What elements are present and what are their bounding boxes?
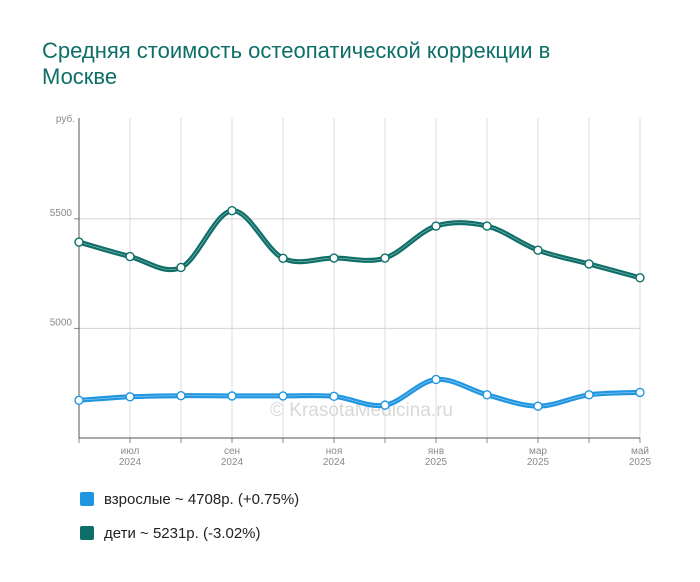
legend-label-adults: взрослые ~ 4708р. (+0.75%) — [104, 490, 300, 508]
data-point-adults — [635, 387, 645, 398]
label-layer: 5000 5500 руб. июл 2024 сен 2024 ноя 2024 янв 2025… — [50, 113, 652, 468]
data-point-kids — [176, 262, 186, 273]
data-point-kids — [227, 206, 237, 216]
legend: взрослые ~ 4708р. (+0.75%) дети ~ 5231р.… — [80, 490, 299, 558]
y-tick-label: 5000 — [50, 317, 73, 328]
data-point-kids — [635, 273, 645, 283]
data-point-kids — [74, 237, 84, 247]
data-point-adults — [329, 391, 339, 402]
data-point-kids — [482, 221, 492, 231]
data-point-kids — [380, 253, 390, 263]
series-line-kids — [76, 208, 643, 281]
series-layer — [74, 206, 645, 411]
legend-item-adults[interactable]: взрослые ~ 4708р. (+0.75%) — [80, 490, 299, 508]
y-axis-unit-label: руб. — [56, 113, 75, 125]
x-tick-label: июл 2024 — [119, 446, 142, 468]
watermark: © KrasotaMedicina.ru — [270, 400, 453, 421]
grid-layer — [78, 118, 641, 438]
data-point-kids — [533, 245, 543, 255]
data-point-adults — [125, 392, 135, 402]
data-point-kids — [125, 251, 135, 262]
x-tick-label: ноя 2024 — [323, 446, 346, 468]
data-point-adults — [482, 390, 492, 400]
x-tick-label: янв 2025 — [425, 446, 448, 468]
legend-swatch-adults — [80, 492, 94, 506]
legend-swatch-kids — [80, 526, 94, 540]
chart-title: Средняя стоимость остеопатической коррек… — [42, 38, 551, 89]
chart-area: © KrasotaMedicina.ru 5000 5500 руб. июл 2024… — [50, 113, 652, 468]
data-point-adults — [176, 390, 186, 401]
data-point-adults — [227, 391, 237, 401]
legend-item-kids[interactable]: дети ~ 5231р. (-3.02%) — [80, 524, 299, 542]
x-tick-label: май 2025 — [629, 446, 652, 468]
data-point-adults — [278, 391, 288, 401]
data-point-kids — [278, 253, 288, 263]
data-point-kids — [584, 259, 594, 269]
data-point-adults — [431, 374, 441, 385]
y-tick-label: 5500 — [50, 208, 73, 219]
data-point-kids — [431, 221, 441, 231]
data-point-adults — [533, 401, 543, 411]
data-point-adults — [380, 400, 390, 410]
data-point-adults — [584, 390, 594, 400]
legend-label-kids: дети ~ 5231р. (-3.02%) — [104, 524, 261, 542]
x-tick-label: сен 2024 — [221, 446, 244, 468]
data-point-kids — [329, 253, 339, 263]
data-point-adults — [74, 395, 84, 406]
x-tick-label: мар 2025 — [527, 446, 550, 468]
axis-layer — [74, 118, 641, 443]
